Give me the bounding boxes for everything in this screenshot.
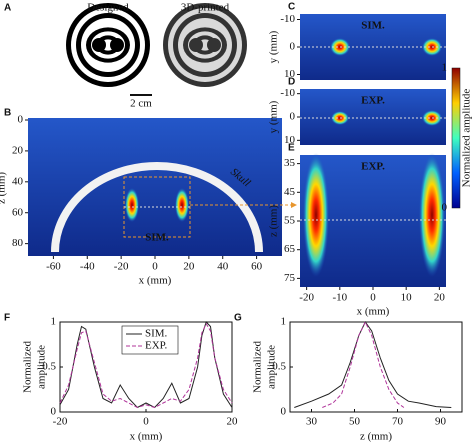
x-tick-label: 40 xyxy=(217,261,229,273)
plot-frame xyxy=(289,321,463,413)
x-tick-label: -10 xyxy=(332,292,347,304)
x-axis-label: x (mm) xyxy=(357,306,390,318)
legend-label: SIM. xyxy=(145,328,168,340)
y-tick-label: 1 xyxy=(51,316,57,328)
x-tick-label: 20 xyxy=(183,261,195,273)
lobe xyxy=(92,38,106,52)
pattern-images xyxy=(66,3,247,87)
panel-letter: E xyxy=(288,143,295,154)
image-label: 3D-printed xyxy=(181,2,230,14)
lobe xyxy=(189,38,203,52)
focus xyxy=(419,153,445,277)
y-tick-label: 0 xyxy=(51,406,57,418)
y-tick-label: 0 xyxy=(290,41,296,53)
heatmap-b xyxy=(28,118,282,256)
y-tick-label: 35 xyxy=(284,157,296,169)
annotation: SIM. xyxy=(145,232,169,244)
x-tick-label: 20 xyxy=(227,416,239,428)
scale-label: 2 cm xyxy=(130,98,152,110)
lobe xyxy=(110,38,124,52)
skull xyxy=(51,162,263,253)
x-axis-label: x (mm) xyxy=(139,275,172,287)
y-tick-label: 10 xyxy=(284,134,296,146)
y-tick-label: 45 xyxy=(284,186,296,198)
y-tick-label: 65 xyxy=(284,243,296,255)
y-tick-label: 80 xyxy=(12,237,24,249)
heatmap-d xyxy=(300,89,446,145)
x-tick-label: -40 xyxy=(80,261,95,273)
series-line xyxy=(294,321,452,408)
y-tick-label: -10 xyxy=(280,87,295,99)
panel-letter: F xyxy=(4,313,10,324)
y-axis-label: y (mm) xyxy=(268,100,280,133)
y-tick-label: 75 xyxy=(284,272,296,284)
y-tick-label: 0 xyxy=(290,111,296,123)
series-line xyxy=(59,321,233,409)
panel-letter: A xyxy=(4,3,11,14)
y-axis-label: amplitude xyxy=(266,345,278,389)
x-tick-label: 30 xyxy=(306,416,318,428)
y-tick-label: 10 xyxy=(284,68,296,80)
x-tick-label: 10 xyxy=(401,292,413,304)
y-tick-label: 55 xyxy=(284,215,296,227)
y-tick-label: 0 xyxy=(281,406,287,418)
lobe xyxy=(207,38,221,52)
panel-letter: D xyxy=(288,77,295,88)
x-axis-label: x (mm) xyxy=(130,431,163,443)
x-tick-label: 90 xyxy=(435,416,447,428)
y-tick-label: 20 xyxy=(12,144,24,156)
annotation: SIM. xyxy=(361,20,385,32)
x-tick-label: 0 xyxy=(152,261,158,273)
colorbar-tick-label: 1 xyxy=(442,62,448,74)
legend-label: EXP. xyxy=(145,340,168,352)
series-line xyxy=(59,322,233,409)
y-tick-label: -10 xyxy=(280,13,295,25)
focus xyxy=(303,153,329,277)
y-axis-label: amplitude xyxy=(36,345,48,389)
x-tick-label: -20 xyxy=(299,292,314,304)
x-tick-label: 70 xyxy=(392,416,404,428)
panel-letter: G xyxy=(234,313,242,324)
legend-box xyxy=(121,325,179,355)
series-line xyxy=(322,320,405,408)
focus xyxy=(125,188,139,222)
x-tick-label: -20 xyxy=(53,416,68,428)
panel-letter: C xyxy=(288,2,295,13)
x-tick-label: 50 xyxy=(349,416,361,428)
annotation: EXP. xyxy=(361,161,385,173)
colorbar-tick-label: 0 xyxy=(442,202,448,214)
y-axis-label: Normalized xyxy=(22,341,34,393)
image-label: Designed xyxy=(87,2,129,14)
x-tick-label: -60 xyxy=(46,261,61,273)
x-tick-label: 0 xyxy=(370,292,376,304)
y-tick-label: 0 xyxy=(18,114,24,126)
y-tick-label: 1 xyxy=(281,316,287,328)
y-axis-label: Normalized xyxy=(252,341,264,393)
x-tick-label: -20 xyxy=(114,261,129,273)
x-tick-label: 0 xyxy=(143,416,149,428)
x-tick-label: 60 xyxy=(251,261,263,273)
annotation: EXP. xyxy=(361,95,385,107)
y-tick-label: 0.5 xyxy=(42,361,56,373)
y-axis-label: z (mm) xyxy=(268,205,280,237)
panel-letter: B xyxy=(4,108,11,119)
colorbar xyxy=(451,67,461,209)
y-axis-label: y (mm) xyxy=(268,30,280,63)
y-tick-label: 60 xyxy=(12,206,24,218)
x-tick-label: 20 xyxy=(434,292,446,304)
y-tick-label: 0.5 xyxy=(272,361,286,373)
y-axis-label: z (mm) xyxy=(0,172,8,204)
colorbar-label: Normalized amplitude xyxy=(461,89,473,188)
x-axis-label: z (mm) xyxy=(360,431,392,443)
focus xyxy=(175,188,189,222)
y-tick-label: 40 xyxy=(12,175,24,187)
